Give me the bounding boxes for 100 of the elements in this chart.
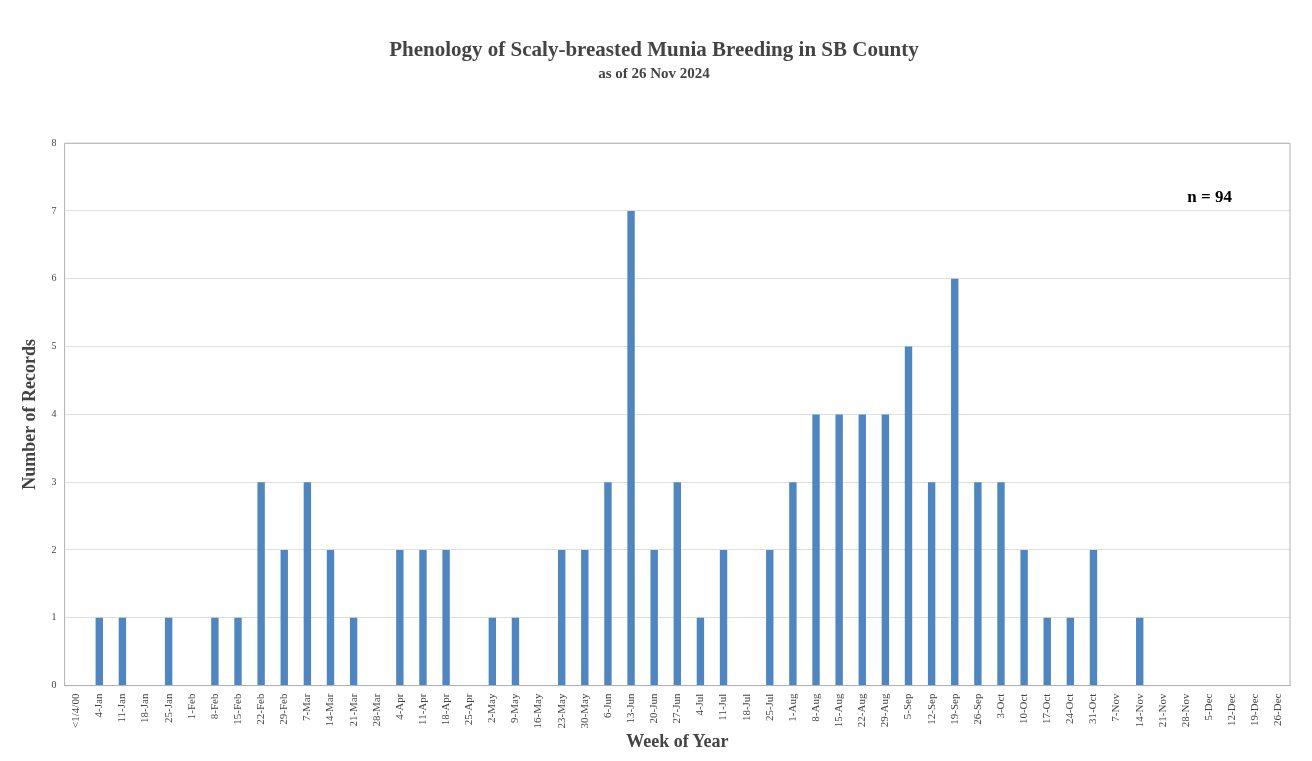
x-tick-label: 11-Jan	[115, 693, 128, 723]
bar	[974, 482, 982, 686]
x-tick-label: 18-Jul	[739, 693, 752, 722]
y-tick-label: 3	[51, 475, 57, 487]
x-tick-label: 8-Feb	[207, 693, 220, 720]
bar	[419, 549, 427, 686]
y-tick-label: 8	[51, 136, 57, 148]
x-tick-label: 13-Jun	[623, 693, 636, 724]
x-tick-label: 31-Oct	[1086, 693, 1099, 725]
x-tick-label: 4-Jan	[92, 693, 105, 718]
bar	[951, 278, 959, 686]
bar	[650, 549, 658, 686]
y-tick-label: 6	[51, 272, 57, 284]
annotation: n = 94	[1187, 186, 1233, 206]
x-tick-label: 25-Jan	[161, 693, 174, 723]
y-tick-label: 7	[51, 204, 57, 216]
x-tick-label: 30-May	[577, 693, 590, 729]
bar	[257, 482, 265, 686]
x-tick-label: 9-May	[508, 693, 521, 723]
x-tick-label: 22-Aug	[855, 693, 868, 728]
x-tick-label: 11-Apr	[415, 693, 428, 725]
chart-subtitle: as of 26 Nov 2024	[598, 65, 711, 82]
bar	[581, 549, 589, 686]
x-tick-label: 15-Aug	[832, 693, 845, 728]
bar	[1136, 617, 1144, 686]
x-tick-label: 24-Oct	[1063, 693, 1076, 725]
bar	[234, 617, 242, 686]
x-tick-label: 20-Jun	[647, 693, 660, 724]
x-tick-label: 12-Sep	[924, 693, 937, 725]
bar	[858, 414, 866, 686]
bar	[326, 549, 335, 686]
y-tick-label: 2	[51, 543, 57, 555]
bar	[766, 549, 774, 686]
x-tick-label: 19-Dec	[1248, 693, 1261, 726]
x-tick-label: 21-Mar	[346, 693, 359, 727]
x-tick-label: 26-Dec	[1271, 693, 1284, 726]
y-tick-label: 5	[51, 340, 57, 352]
bar	[673, 482, 681, 686]
x-tick-label: 1-Feb	[184, 693, 197, 720]
chart-title: Phenology of Scaly-breasted Munia Breeding in SB County	[389, 37, 920, 62]
x-tick-label: 5-Dec	[1201, 693, 1214, 721]
x-tick-label: 29-Feb	[277, 693, 290, 725]
x-tick-label: 6-Jun	[600, 693, 613, 719]
bar	[95, 617, 103, 686]
x-tick-label: 8-Aug	[808, 693, 821, 722]
x-tick-label: 23-May	[554, 693, 567, 729]
x-tick-label: 25-Jul	[762, 693, 775, 722]
x-tick-label: 1-Aug	[785, 693, 798, 722]
x-axis-title: Week of Year	[626, 730, 729, 751]
bar	[211, 617, 219, 686]
bar	[927, 482, 936, 686]
x-tick-label: 3-Oct	[993, 693, 1006, 719]
bar	[1020, 549, 1028, 686]
bar	[396, 549, 404, 686]
x-tick-label: 16-May	[531, 693, 544, 729]
x-tick-label: 11-Jul	[716, 693, 729, 721]
bar	[1089, 549, 1098, 686]
x-tick-label: 5-Sep	[901, 693, 914, 720]
x-tick-label: 4-Apr	[392, 693, 405, 720]
bar	[488, 617, 497, 686]
x-tick-label: 14-Nov	[1132, 693, 1145, 728]
x-tick-label: 15-Feb	[230, 693, 243, 725]
bar	[881, 414, 890, 686]
bar	[1043, 617, 1051, 686]
y-tick-label: 1	[51, 611, 57, 623]
x-tick-label: 17-Oct	[1040, 693, 1053, 725]
x-tick-label: 10-Oct	[1017, 693, 1029, 725]
x-tick-label: 19-Sep	[947, 693, 960, 725]
x-tick-label: 29-Aug	[878, 693, 891, 728]
bar	[118, 617, 127, 686]
bar	[511, 617, 520, 686]
x-tick-label: 4-Jul	[693, 693, 706, 716]
bar	[164, 617, 173, 686]
bar	[835, 414, 843, 686]
bar	[696, 617, 705, 686]
x-tick-label: 27-Jun	[670, 693, 683, 724]
bar	[789, 482, 797, 686]
x-tick-label: 14-Mar	[323, 693, 336, 727]
bar	[349, 617, 358, 686]
y-tick-label: 4	[51, 408, 57, 420]
x-tick-label: 18-Jan	[138, 693, 151, 723]
bar	[627, 211, 635, 686]
bar	[719, 549, 728, 686]
bar	[812, 414, 820, 686]
x-tick-label: 28-Nov	[1178, 693, 1191, 728]
y-axis-title: Number of Records	[19, 339, 40, 490]
x-tick-label: 18-Apr	[438, 693, 451, 726]
y-tick-label: 0	[51, 679, 57, 691]
x-tick-label: 22-Feb	[254, 693, 267, 725]
x-tick-label: <1/4/00	[69, 693, 82, 728]
bar	[997, 482, 1005, 686]
bar	[280, 549, 288, 686]
x-tick-label: 21-Nov	[1155, 693, 1168, 728]
bar	[604, 482, 612, 686]
x-tick-label: 12-Dec	[1225, 693, 1238, 726]
x-tick-label: 7-Mar	[300, 693, 313, 722]
x-tick-label: 7-Nov	[1109, 693, 1122, 722]
bar	[303, 482, 312, 686]
x-tick-label: 25-Apr	[462, 693, 475, 726]
x-tick-label: 28-Mar	[369, 693, 382, 727]
